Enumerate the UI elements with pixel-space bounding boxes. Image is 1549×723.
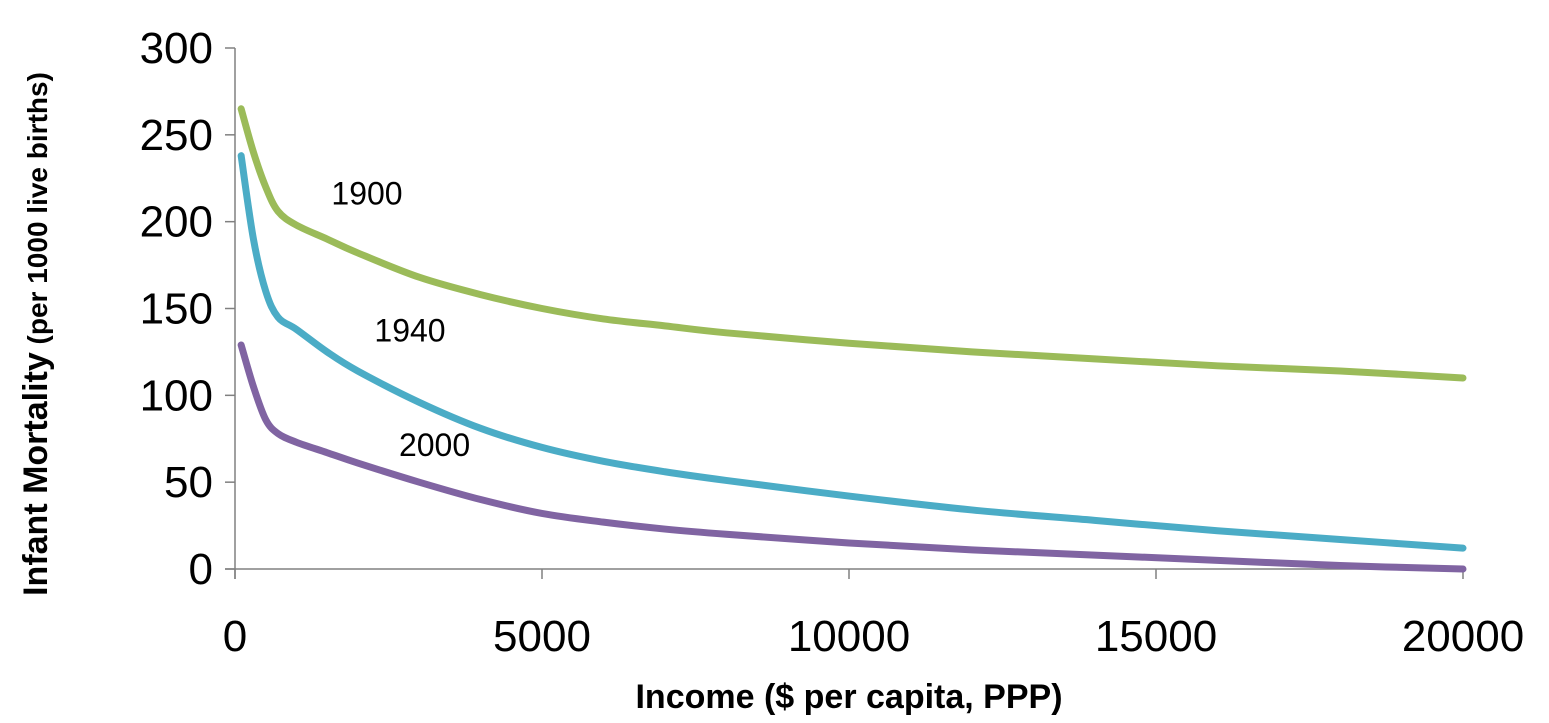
- y-tick-label: 50: [164, 458, 213, 507]
- series-line-2000: [237, 341, 1467, 573]
- x-tick-label: 10000: [788, 612, 910, 661]
- labels-group: 1900 1940 2000: [331, 175, 470, 463]
- y-axis-title-sub: (per 1000 live births): [22, 72, 53, 352]
- y-tick-label: 0: [189, 545, 213, 594]
- x-tick-label: 5000: [493, 612, 591, 661]
- y-tick-label: 150: [140, 285, 213, 334]
- axes: 0 50 100 150 200 250 300 0 5000 10000 15000 20000: [140, 24, 1525, 661]
- series-label-1940: 1940: [374, 312, 445, 348]
- x-tick-label: 0: [223, 612, 247, 661]
- y-axis-title: Infant Mortality (per 1000 live births): [17, 72, 55, 596]
- series-group: [237, 105, 1467, 573]
- y-tick-label: 300: [140, 24, 213, 73]
- y-tick-label: 100: [140, 371, 213, 420]
- series-label-1900: 1900: [331, 175, 402, 211]
- y-tick-label: 200: [140, 198, 213, 247]
- series-label-2000: 2000: [399, 427, 470, 463]
- series-line-1900: [237, 105, 1467, 382]
- series-line-1940: [237, 152, 1467, 552]
- y-axis-title-main: Infant Mortality: [17, 352, 55, 596]
- x-tick-label: 20000: [1402, 612, 1524, 661]
- y-tick-label: 250: [140, 111, 213, 160]
- x-tick-label: 15000: [1095, 612, 1217, 661]
- x-axis-title: Income ($ per capita, PPP): [635, 678, 1062, 716]
